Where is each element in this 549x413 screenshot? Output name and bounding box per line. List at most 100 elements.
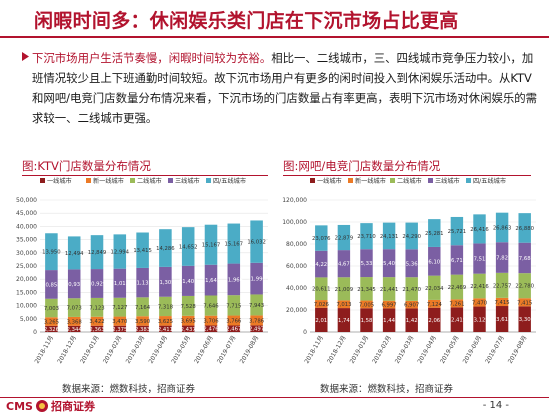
bar-value-label: 3,590 bbox=[135, 319, 151, 325]
y-tick-label: 60,000 bbox=[286, 263, 307, 270]
bar-segment bbox=[382, 308, 396, 332]
bar-value-label: 15,167 bbox=[202, 243, 221, 249]
legend-item: 一线城市 bbox=[40, 177, 72, 185]
bar-value-label: 22,062 bbox=[425, 318, 444, 324]
bar-segment bbox=[450, 245, 464, 275]
legend-swatch bbox=[428, 178, 433, 183]
x-tick-label: 2019-02月 bbox=[102, 335, 124, 365]
bar-segment bbox=[495, 212, 509, 243]
bar-value-label: 6,997 bbox=[382, 303, 397, 309]
x-tick-label: 2019-01月 bbox=[349, 335, 371, 365]
bar-value-label: 20,611 bbox=[312, 287, 331, 293]
bar-segment bbox=[473, 214, 486, 244]
bar-value-label: 3,368 bbox=[67, 319, 83, 325]
bar-segment bbox=[136, 297, 149, 317]
bar-segment bbox=[518, 306, 531, 332]
bar-value-label: 25,281 bbox=[425, 231, 444, 237]
legend-item: 三线城市 bbox=[428, 177, 460, 185]
bar-segment bbox=[90, 269, 104, 298]
ktv-chart-title: 图:KTV门店数量分布情况 bbox=[22, 159, 151, 173]
bar-value-label: 14,286 bbox=[156, 246, 175, 252]
bar-segment bbox=[473, 243, 486, 274]
bar-value-label: 23,615 bbox=[493, 317, 512, 323]
bar-segment bbox=[518, 273, 531, 299]
legend-swatch bbox=[40, 178, 45, 183]
bar-value-label: 26,863 bbox=[493, 225, 512, 231]
legend-label: 新一线城市 bbox=[93, 177, 124, 185]
bar-value-label: 2,344 bbox=[67, 327, 83, 333]
legend-label: 一线城市 bbox=[317, 177, 342, 185]
legend-item: 四/五线城市 bbox=[466, 177, 506, 185]
x-tick-label: 2019-03月 bbox=[394, 335, 416, 365]
bar-value-label: 12,494 bbox=[65, 251, 84, 257]
bar-value-label: 11,013 bbox=[111, 281, 130, 287]
bar-segment bbox=[227, 263, 241, 296]
bar-segment bbox=[136, 232, 149, 268]
y-tick-label: 45,000 bbox=[16, 210, 37, 217]
bar-segment bbox=[315, 225, 328, 251]
bar-value-label: 21,741 bbox=[335, 318, 354, 324]
bar-segment bbox=[405, 222, 418, 250]
bar-segment bbox=[113, 316, 127, 326]
bar-segment bbox=[45, 233, 58, 271]
bar-value-label: 11,135 bbox=[133, 281, 152, 287]
bar-value-label: 22,469 bbox=[448, 285, 467, 291]
bar-value-label: 2,375 bbox=[112, 327, 127, 333]
y-tick-label: 10,000 bbox=[16, 303, 37, 310]
title-bar: 闲暇时间多：休闲娱乐类门店在下沉市场占比更高 bbox=[0, 0, 549, 34]
bar-segment bbox=[337, 277, 351, 301]
bar-segment bbox=[159, 325, 172, 332]
bar-segment bbox=[159, 316, 172, 326]
bar-value-label: 26,109 bbox=[425, 259, 444, 265]
bar-value-label: 3,706 bbox=[203, 319, 219, 325]
legend-label: 四/五线城市 bbox=[473, 177, 506, 185]
bar-value-label: 23,301 bbox=[515, 317, 534, 323]
bar-segment bbox=[181, 315, 195, 326]
bar-value-label: 7,261 bbox=[449, 301, 464, 307]
x-tick-label: 2019-01月 bbox=[79, 335, 101, 365]
bar-value-label: 22,780 bbox=[515, 284, 534, 290]
bar-segment bbox=[428, 219, 441, 247]
bar-segment bbox=[90, 325, 104, 332]
bar-segment bbox=[518, 298, 531, 307]
bar-value-label: 21,581 bbox=[357, 318, 376, 324]
bar-value-label: 21,470 bbox=[402, 287, 421, 293]
legend-item: 三线城市 bbox=[168, 177, 200, 185]
y-tick-label: 0 bbox=[33, 329, 37, 336]
bar-segment bbox=[337, 308, 351, 332]
bar-segment bbox=[204, 264, 218, 296]
bar-segment bbox=[428, 246, 441, 276]
bar-value-label: 25,721 bbox=[448, 229, 467, 235]
bar-value-label: 2,476 bbox=[203, 327, 219, 333]
bar-segment bbox=[518, 213, 531, 243]
bar-value-label: 7,127 bbox=[112, 305, 127, 311]
bar-value-label: 2,363 bbox=[89, 327, 104, 333]
bar-value-label: 26,416 bbox=[470, 227, 489, 233]
bar-segment bbox=[113, 268, 127, 298]
y-tick-label: 25,000 bbox=[16, 263, 37, 270]
bar-value-label: 13,415 bbox=[133, 248, 152, 254]
bar-segment bbox=[428, 307, 441, 332]
bar-value-label: 7,943 bbox=[249, 303, 264, 309]
bar-value-label: 2,326 bbox=[44, 327, 60, 333]
bar-segment bbox=[159, 266, 172, 297]
bar-segment bbox=[204, 325, 218, 332]
bar-segment bbox=[315, 277, 328, 301]
legend-swatch bbox=[310, 178, 315, 183]
bar-segment bbox=[181, 227, 195, 266]
x-tick-label: 2019-07月 bbox=[484, 335, 506, 365]
netbar-chart-title: 图:网吧/电竞门店数量分布情况 bbox=[283, 159, 441, 173]
title-divider bbox=[0, 36, 549, 38]
bar-value-label: 7,415 bbox=[517, 300, 532, 306]
x-tick-label: 2019-05月 bbox=[439, 335, 461, 365]
bar-segment bbox=[45, 298, 58, 318]
bar-value-label: 7,164 bbox=[135, 305, 151, 311]
bar-segment bbox=[360, 277, 373, 301]
bar-segment bbox=[181, 295, 195, 316]
bar-segment bbox=[360, 223, 373, 250]
bar-segment bbox=[315, 300, 328, 308]
bar-segment bbox=[136, 316, 149, 326]
x-tick-label: 2019-04月 bbox=[148, 335, 170, 365]
bar-value-label: 7,715 bbox=[226, 303, 241, 309]
bar-segment bbox=[315, 250, 328, 278]
